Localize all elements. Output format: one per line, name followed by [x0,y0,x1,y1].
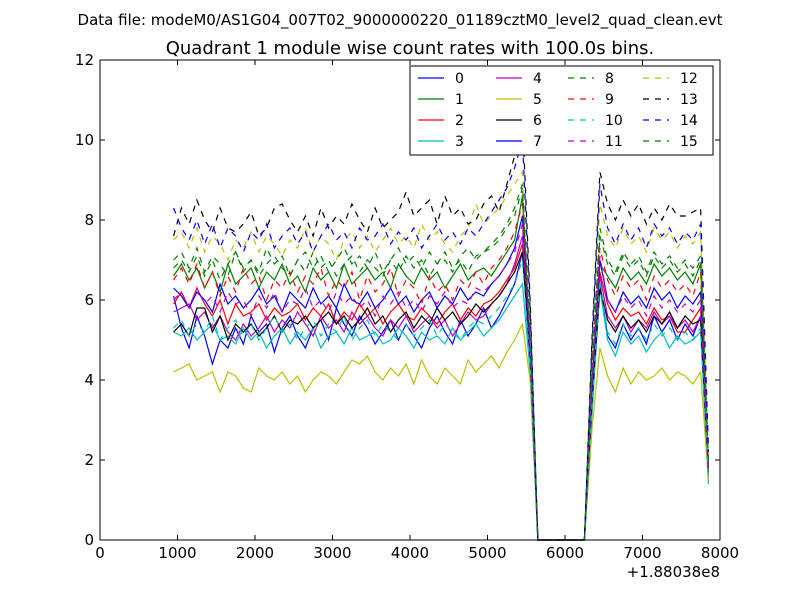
legend-label-2: 2 [455,113,464,129]
x-tick-label: 4000 [391,544,429,562]
series-line-1 [173,195,709,541]
y-tick-label: 10 [75,131,94,149]
legend-label-1: 1 [455,92,464,108]
y-tick-label: 0 [84,531,94,549]
ticks-layer: 0 1000 2000 3000 4000 5000 6000 7000 80000246810… [75,51,739,562]
x-tick-label: 6000 [546,544,584,562]
x-offset-label: +1.88038e8 [627,563,720,581]
x-tick-label: 5000 [468,544,506,562]
series-line-10 [173,259,709,541]
chart-title: Quadrant 1 module wise count rates with … [166,38,655,59]
legend-label-8: 8 [605,71,614,87]
series-line-4 [173,235,709,541]
series-line-12 [173,170,709,541]
x-tick-label: 7000 [623,544,661,562]
legend-label-14: 14 [680,113,698,129]
y-tick-label: 8 [84,211,94,229]
legend-label-4: 4 [533,71,542,87]
x-tick-label: 1000 [158,544,196,562]
y-tick-label: 2 [84,451,94,469]
series-line-6 [173,251,709,541]
x-tick-label: 8000 [701,544,739,562]
series-line-11 [173,223,709,541]
series-line-7 [173,215,709,541]
legend-label-12: 12 [680,71,698,87]
x-tick-label: 3000 [313,544,351,562]
y-tick-label: 4 [84,371,94,389]
legend-frame [409,65,714,156]
legend-label-11: 11 [605,134,623,150]
legend-label-15: 15 [680,134,698,150]
legend-label-10: 10 [605,113,623,129]
x-tick-label: 0 [95,544,105,562]
suptitle: Data file: modeM0/AS1G04_007T02_90000002… [78,11,723,30]
y-tick-label: 6 [84,291,94,309]
legend-label-9: 9 [605,92,614,108]
series-line-9 [173,203,709,541]
legend-label-7: 7 [533,134,542,150]
legend-label-6: 6 [533,113,542,129]
series-line-5 [173,321,709,541]
legend-label-5: 5 [533,92,542,108]
legend-label-0: 0 [455,71,464,87]
legend-label-13: 13 [680,92,698,108]
series-line-8 [173,187,709,541]
series-line-3 [173,282,709,541]
series-layer [173,115,709,541]
legend-label-3: 3 [455,134,464,150]
y-tick-label: 12 [75,51,94,69]
x-tick-label: 2000 [236,544,274,562]
series-line-2 [173,243,709,541]
series-line-14 [173,139,709,541]
